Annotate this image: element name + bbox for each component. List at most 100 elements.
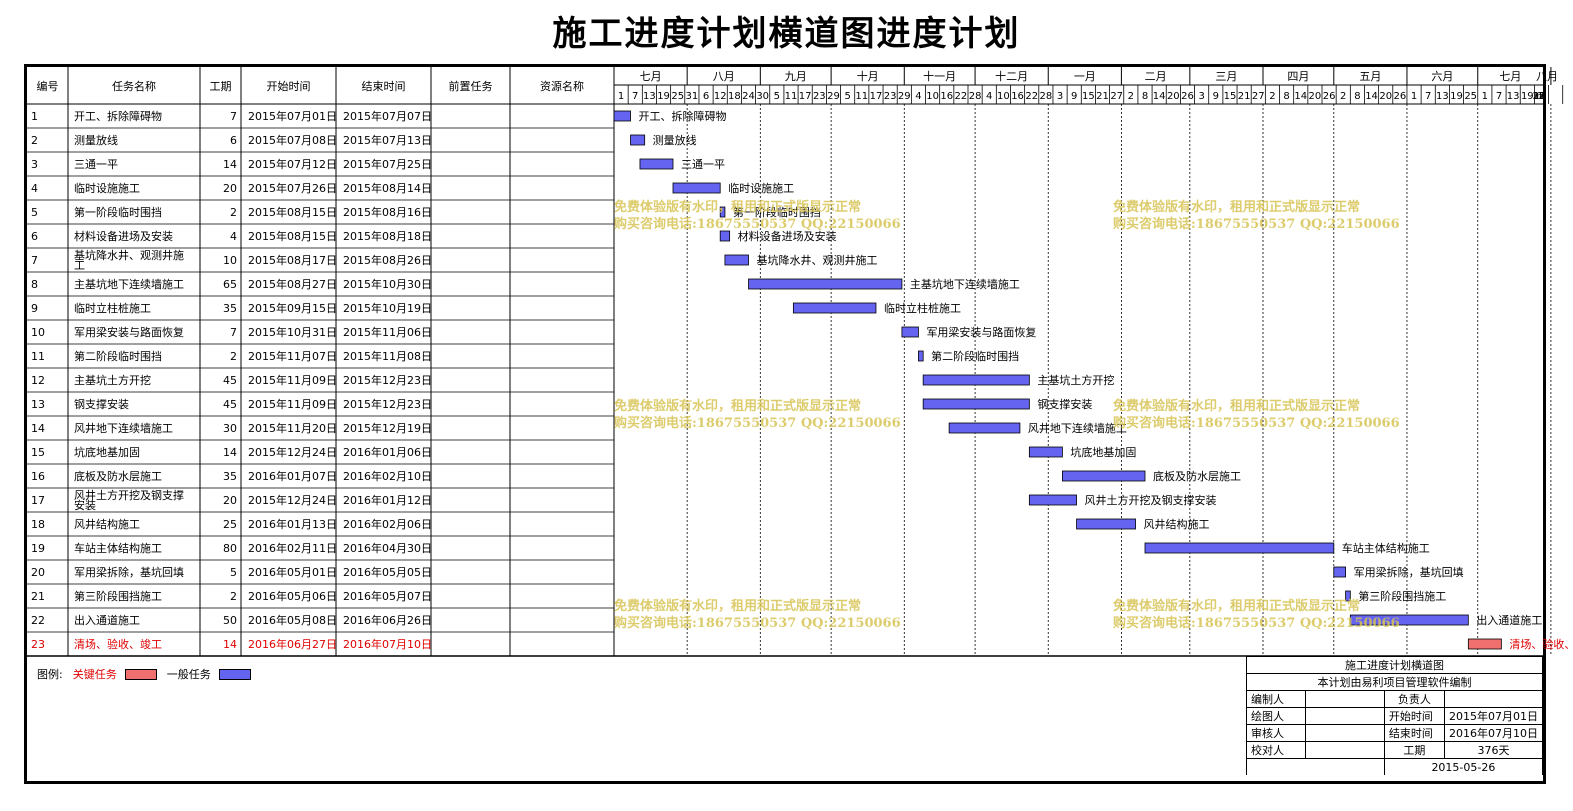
- task-start: 2016年02月11日: [248, 541, 337, 555]
- task-id: 17: [31, 494, 45, 507]
- column-header-predecessors: 前置任务: [449, 79, 493, 93]
- task-id: 8: [31, 278, 38, 291]
- column-header-resources: 资源名称: [540, 79, 584, 93]
- task-bar: [1028, 446, 1063, 458]
- day-tick-label: 7: [632, 91, 638, 102]
- day-tick-label: 26: [1394, 91, 1407, 102]
- column-header-end: 结束时间: [362, 80, 406, 93]
- task-bar-label: 临时设施施工: [728, 181, 794, 195]
- task-start: 2015年11月09日: [248, 373, 337, 387]
- task-name: 出入通道施工: [74, 613, 140, 627]
- task-bar: [639, 158, 674, 170]
- month-label: 十月: [857, 69, 879, 83]
- task-name: 开工、拆除障碍物: [74, 109, 162, 123]
- day-tick-label: 7: [1496, 91, 1502, 102]
- title-block-subtitle: 本计划由易利项目管理软件编制: [1246, 673, 1543, 691]
- title-block-date: 2015-05-26: [1383, 758, 1544, 775]
- task-bar-label: 军用梁安装与路面恢复: [926, 325, 1036, 339]
- task-duration: 6: [230, 134, 237, 147]
- legend-normal-label: 一般任务: [166, 668, 211, 681]
- task-bar-label: 第一阶段临时围挡: [733, 205, 821, 219]
- task-bar: [672, 182, 721, 194]
- month-label: 三月: [1215, 70, 1237, 83]
- task-duration: 80: [223, 542, 237, 555]
- task-end: 2015年10月30日: [343, 277, 432, 291]
- duration-value: 376天: [1444, 741, 1543, 759]
- day-tick-label: 5: [774, 91, 780, 102]
- task-end: 2015年08月26日: [343, 253, 432, 267]
- day-tick-label: 1: [618, 91, 624, 102]
- task-duration: 2: [230, 206, 237, 219]
- task-bar-label: 材料设备进场及安装: [738, 229, 837, 243]
- month-label: 七月: [640, 70, 662, 83]
- task-duration: 7: [230, 326, 237, 339]
- task-id: 19: [31, 542, 45, 555]
- task-start: 2015年08月15日: [248, 229, 337, 243]
- day-tick-label: 27: [1110, 91, 1123, 102]
- task-start: 2016年06月27日: [248, 637, 337, 651]
- day-tick-label: 28: [1040, 91, 1053, 102]
- task-duration: 20: [223, 182, 237, 195]
- task-start: 2015年10月31日: [248, 325, 337, 339]
- task-bar: [1467, 638, 1502, 650]
- month-label: 八月: [713, 70, 735, 83]
- chart-title: 施工进度计划横道图进度计划: [552, 14, 1021, 54]
- day-tick-label: 15: [1082, 91, 1095, 102]
- task-name: 第二阶段临时围挡: [74, 349, 162, 363]
- task-duration: 5: [230, 566, 237, 579]
- task-name: 清场、验收、竣工: [74, 637, 162, 651]
- month-label: 十二月: [995, 69, 1028, 83]
- day-tick-label: 15: [1224, 91, 1237, 102]
- task-bar: [748, 278, 903, 290]
- column-header-start: 开始时间: [267, 79, 311, 93]
- task-name: 第一阶段临时围挡: [74, 205, 162, 219]
- task-start: 2015年07月12日: [248, 157, 337, 171]
- task-end: 2016年02月10日: [343, 469, 432, 483]
- month-label: 六月: [1431, 70, 1453, 83]
- task-end: 2016年06月26日: [343, 613, 432, 627]
- task-start: 2015年08月27日: [248, 277, 337, 291]
- task-start: 2015年08月15日: [248, 205, 337, 219]
- task-id: 20: [31, 566, 45, 579]
- task-bar-label: 基坑降水井、观测井施工: [757, 253, 878, 267]
- task-name: 军用梁安装与路面恢复: [74, 325, 184, 339]
- task-start: 2015年12月24日: [248, 493, 337, 507]
- day-tick-label: 2: [1128, 91, 1134, 102]
- task-end: 2015年07月13日: [343, 133, 432, 147]
- task-name: 风井结构施工: [74, 517, 140, 531]
- task-bar: [918, 350, 924, 362]
- day-tick-label: 12: [1533, 91, 1546, 102]
- task-end: 2015年12月23日: [343, 397, 432, 411]
- task-start: 2016年05月08日: [248, 613, 337, 627]
- day-tick-label: 18: [728, 91, 741, 102]
- task-id: 13: [31, 398, 45, 411]
- day-tick-label: 4: [986, 91, 992, 102]
- task-duration: 35: [223, 302, 237, 315]
- task-duration: 45: [223, 374, 237, 387]
- task-name: 军用梁拆除，基坑回填: [74, 565, 184, 579]
- task-id: 16: [31, 470, 45, 483]
- day-tick-label: 5: [844, 91, 850, 102]
- day-tick-label: 26: [1323, 91, 1336, 102]
- column-header-name: 任务名称: [112, 79, 156, 93]
- day-tick-label: 9: [1213, 91, 1219, 102]
- column-header-id: 编号: [37, 79, 59, 93]
- task-bar-label: 出入通道施工: [1476, 613, 1542, 627]
- task-bar-label: 测量放线: [653, 133, 697, 147]
- task-bar-label: 主基坑地下连续墙施工: [910, 277, 1020, 291]
- day-tick-label: 8: [1142, 91, 1148, 102]
- task-end: 2015年07月25日: [343, 157, 432, 171]
- start-label: 开始时间: [1383, 707, 1446, 725]
- task-end: 2015年12月19日: [343, 421, 432, 435]
- month-label: 四月: [1287, 70, 1309, 83]
- task-duration: 65: [223, 278, 237, 291]
- day-tick-label: 22: [1025, 91, 1038, 102]
- day-tick-label: 29: [827, 91, 840, 102]
- task-end: 2015年07月07日: [343, 109, 432, 123]
- task-end: 2015年10月19日: [343, 301, 432, 315]
- task-start: 2015年07月26日: [248, 181, 337, 195]
- day-tick-label: 2: [1269, 91, 1275, 102]
- task-bar: [1076, 518, 1136, 530]
- task-duration: 10: [223, 254, 237, 267]
- day-tick-label: 11: [785, 91, 798, 102]
